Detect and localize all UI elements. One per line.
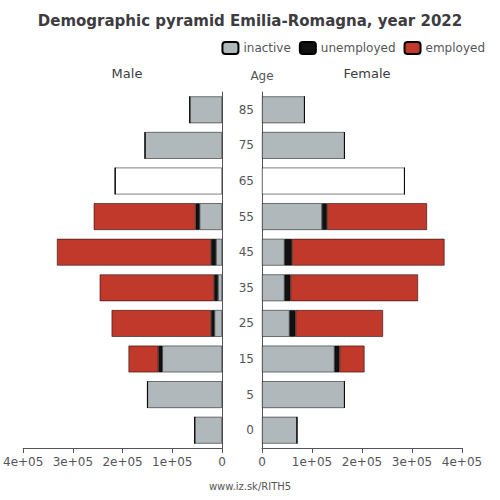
svg-text:1e+05: 1e+05	[152, 455, 192, 469]
svg-text:35: 35	[239, 281, 254, 295]
svg-text:2e+05: 2e+05	[342, 455, 382, 469]
svg-text:2e+05: 2e+05	[102, 455, 142, 469]
svg-text:1e+05: 1e+05	[292, 455, 332, 469]
svg-text:3e+05: 3e+05	[392, 455, 432, 469]
svg-text:15: 15	[239, 352, 254, 366]
svg-text:5: 5	[246, 388, 254, 402]
svg-text:inactive: inactive	[243, 41, 290, 55]
svg-text:www.iz.sk/RITH5: www.iz.sk/RITH5	[209, 481, 291, 492]
svg-text:Male: Male	[112, 66, 143, 81]
svg-text:unemployed: unemployed	[321, 41, 396, 55]
svg-text:Age: Age	[250, 69, 273, 83]
svg-text:65: 65	[239, 174, 254, 188]
svg-text:55: 55	[239, 210, 254, 224]
svg-text:4e+05: 4e+05	[442, 455, 482, 469]
svg-text:4e+05: 4e+05	[3, 455, 43, 469]
svg-text:3e+05: 3e+05	[53, 455, 93, 469]
svg-text:0: 0	[246, 423, 254, 437]
svg-text:Female: Female	[343, 66, 390, 81]
svg-text:employed: employed	[426, 41, 485, 55]
svg-text:45: 45	[239, 245, 254, 259]
svg-text:Demographic pyramid Emilia-Rom: Demographic pyramid Emilia-Romagna, year…	[38, 12, 462, 30]
svg-text:85: 85	[239, 103, 254, 117]
svg-text:0: 0	[258, 455, 266, 469]
svg-text:25: 25	[239, 316, 254, 330]
svg-text:75: 75	[239, 138, 254, 152]
svg-text:0: 0	[218, 455, 226, 469]
